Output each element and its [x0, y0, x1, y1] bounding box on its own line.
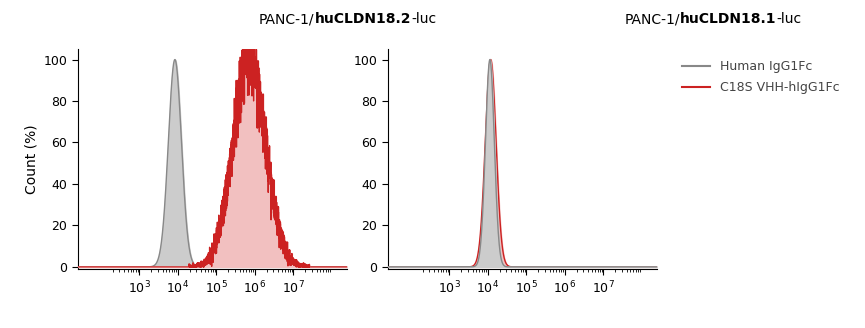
Text: huCLDN18.1: huCLDN18.1 [680, 12, 777, 26]
Text: -luc: -luc [411, 12, 436, 26]
Y-axis label: Count (%): Count (%) [24, 124, 38, 194]
Text: huCLDN18.2: huCLDN18.2 [315, 12, 411, 26]
Text: PANC-1/: PANC-1/ [259, 12, 315, 26]
Text: PANC-1/: PANC-1/ [625, 12, 680, 26]
Text: -luc: -luc [777, 12, 802, 26]
Legend: Human IgG1Fc, C18S VHH-hIgG1Fc: Human IgG1Fc, C18S VHH-hIgG1Fc [677, 55, 844, 99]
